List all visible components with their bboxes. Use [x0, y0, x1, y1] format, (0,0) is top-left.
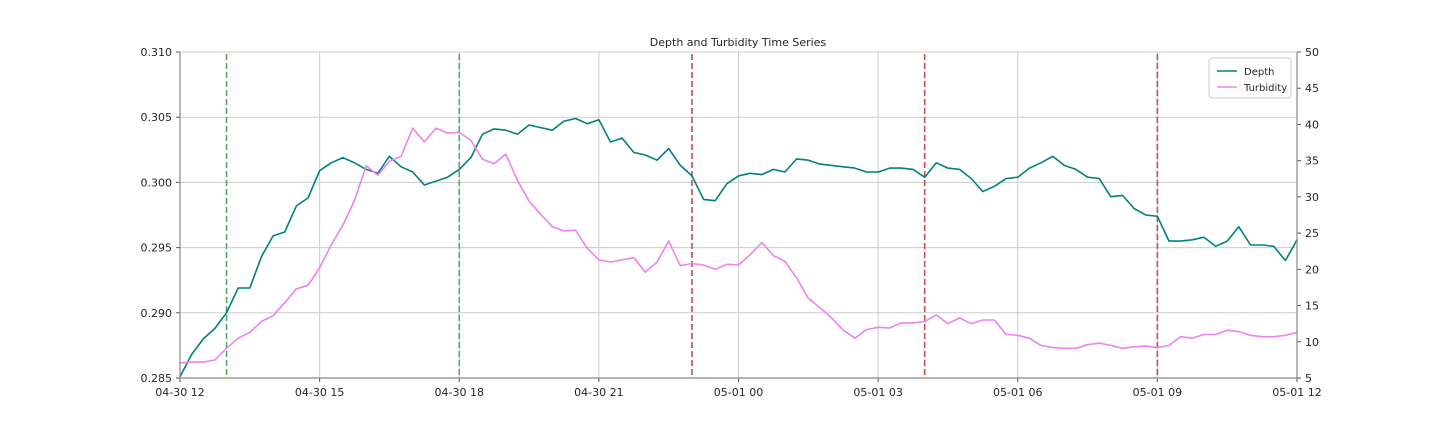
- right-tick-label: 35: [1305, 155, 1319, 168]
- legend-box: [1208, 57, 1292, 99]
- x-tick-label: 04-30 18: [435, 386, 484, 399]
- x-tick-label: 04-30 15: [295, 386, 344, 399]
- left-tick-label: 0.290: [141, 307, 173, 320]
- left-tick-label: 0.305: [141, 111, 173, 124]
- x-tick-label: 04-30 12: [155, 386, 204, 399]
- right-tick-label: 50: [1305, 46, 1319, 59]
- left-tick-label: 0.300: [141, 176, 173, 189]
- right-tick-label: 30: [1305, 191, 1319, 204]
- x-tick-label: 05-01 03: [853, 386, 902, 399]
- right-tick-label: 25: [1305, 227, 1319, 240]
- left-tick-label: 0.295: [141, 242, 173, 255]
- legend-label-turbidity: Turbidity: [1243, 83, 1287, 94]
- right-tick-label: 20: [1305, 263, 1319, 276]
- legend-label-depth: Depth: [1244, 67, 1274, 78]
- right-tick-label: 15: [1305, 300, 1319, 313]
- series-lines: [179, 117, 1298, 378]
- x-tick-label: 05-01 06: [993, 386, 1042, 399]
- right-tick-label: 10: [1305, 336, 1319, 349]
- left-tick-label: 0.285: [141, 372, 173, 385]
- right-tick-label: 5: [1305, 372, 1312, 385]
- chart-title: Depth and Turbidity Time Series: [650, 36, 827, 49]
- right-tick-label: 45: [1305, 82, 1319, 95]
- x-tick-label: 05-01 09: [1133, 386, 1182, 399]
- turbidity-series-line: [179, 127, 1298, 364]
- legend: Depth Turbidity: [1208, 57, 1292, 99]
- right-tick-label: 40: [1305, 118, 1319, 131]
- x-tick-label: 05-01 12: [1272, 386, 1321, 399]
- tick-labels: 04-30 12 04-30 15 04-30 18 04-30 21 05-01 00…: [141, 46, 1322, 399]
- axes: [176, 51, 1301, 382]
- left-tick-label: 0.310: [141, 46, 173, 59]
- x-tick-label: 05-01 00: [714, 386, 763, 399]
- depth-series-line: [179, 117, 1298, 378]
- x-tick-label: 04-30 21: [574, 386, 623, 399]
